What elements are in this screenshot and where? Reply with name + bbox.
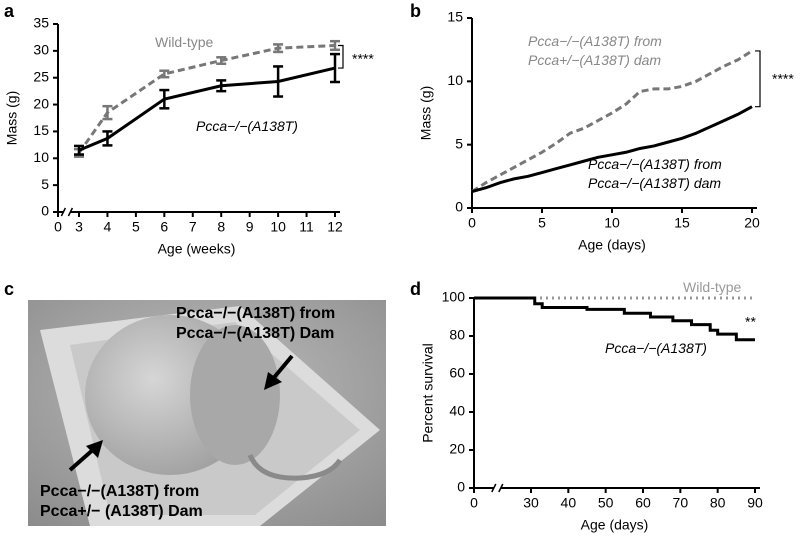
axis-break <box>60 207 67 217</box>
photo-label: Pcca−/−(A138T) from Pcca−/−(A138T) Dam <box>176 305 336 342</box>
x-tick-label: 40 <box>561 495 577 511</box>
x-tick-label: 0 <box>468 215 476 231</box>
x-tick-label: 0 <box>54 219 62 235</box>
axis-break <box>493 483 501 493</box>
x-tick-label: 0 <box>470 495 478 511</box>
error-bar <box>102 104 113 121</box>
y-tick-label: 80 <box>449 327 465 343</box>
y-axis-title: Mass (g) <box>418 86 434 140</box>
error-bar <box>273 65 284 98</box>
y-axis-title: Percent survival <box>420 343 436 443</box>
significance-bracket <box>338 44 344 69</box>
x-tick-label: 8 <box>217 219 225 235</box>
x-tick-label: 10 <box>604 215 620 231</box>
x-tick-label: 11 <box>299 219 314 235</box>
x-tick-label: 9 <box>246 219 254 235</box>
significance-bracket <box>755 50 761 108</box>
y-tick-label: 35 <box>33 15 49 31</box>
series-label: Pcca−/−(A138T) from Pcca+/−(A138T) dam <box>528 33 662 68</box>
x-tick-label: 70 <box>673 495 689 511</box>
series-label: Pcca−/−(A138T) <box>196 118 298 134</box>
significance: **** <box>772 71 794 87</box>
x-tick-label: 3 <box>75 219 83 235</box>
y-tick-label: 60 <box>449 365 465 381</box>
series-line <box>77 43 336 154</box>
series-line <box>471 49 753 193</box>
panel-letter: b <box>410 1 421 21</box>
x-tick-label: 7 <box>189 219 197 235</box>
series-label: Pcca−/−(A138T) from Pcca−/−(A138T) dam <box>588 156 722 191</box>
y-tick-label: 0 <box>457 479 465 495</box>
x-tick-label: 5 <box>132 219 140 235</box>
error-bar <box>159 69 170 79</box>
series-label: Pcca−/−(A138T) <box>605 340 707 356</box>
axis-break <box>498 483 504 493</box>
y-tick-label: 30 <box>33 42 49 58</box>
y-tick-label: 15 <box>447 9 463 25</box>
series-line <box>474 296 755 342</box>
photo <box>28 300 386 526</box>
axis-break <box>67 207 74 217</box>
error-bar <box>102 130 113 147</box>
x-tick-label: 20 <box>744 215 760 231</box>
y-tick-label: 20 <box>449 441 465 457</box>
y-tick-label: 100 <box>442 289 466 305</box>
panel-letter: c <box>4 279 14 299</box>
axis-break <box>491 483 497 493</box>
error-bar <box>330 39 340 52</box>
series-label: Wild-type <box>683 279 742 295</box>
axis-break <box>63 207 71 217</box>
error-bar <box>159 88 170 110</box>
error-bar <box>273 43 284 54</box>
significance: **** <box>352 51 374 67</box>
panel-letter: a <box>4 1 15 21</box>
x-tick-label: 30 <box>523 495 539 511</box>
x-tick-label: 90 <box>747 495 763 511</box>
series-line <box>471 105 753 193</box>
y-tick-label: 20 <box>33 95 49 111</box>
y-tick-label: 5 <box>41 176 49 192</box>
x-tick-label: 50 <box>598 495 614 511</box>
y-tick-label: 25 <box>33 68 49 84</box>
error-bar <box>216 56 227 65</box>
y-tick-label: 15 <box>33 122 49 138</box>
x-axis-title: Age (days) <box>578 237 646 253</box>
y-tick-label: 40 <box>449 403 465 419</box>
x-tick-label: 15 <box>674 215 690 231</box>
x-axis-title: Age (days) <box>581 517 649 533</box>
photo-label: Pcca−/−(A138T) from Pcca+/− (A138T) Dam <box>40 483 203 520</box>
y-tick-label: 5 <box>455 135 463 151</box>
error-bar <box>74 144 84 156</box>
y-tick-label: 0 <box>41 203 49 219</box>
x-tick-label: 5 <box>538 215 546 231</box>
x-tick-label: 10 <box>270 219 286 235</box>
significance: ** <box>745 314 756 330</box>
y-axis-title: Mass (g) <box>4 91 20 145</box>
y-tick-label: 10 <box>33 149 49 165</box>
series-label: Wild-type <box>155 34 214 50</box>
x-axis-title: Age (weeks) <box>158 241 236 257</box>
panel-letter: d <box>410 279 421 299</box>
x-tick-label: 12 <box>327 219 343 235</box>
x-tick-label: 4 <box>104 219 112 235</box>
x-tick-label: 6 <box>160 219 168 235</box>
y-tick-label: 10 <box>447 72 463 88</box>
x-tick-label: 60 <box>635 495 651 511</box>
x-tick-label: 80 <box>710 495 726 511</box>
error-bar <box>216 79 227 93</box>
series-line <box>78 66 336 152</box>
y-tick-label: 0 <box>455 199 463 215</box>
error-bar <box>330 52 340 84</box>
